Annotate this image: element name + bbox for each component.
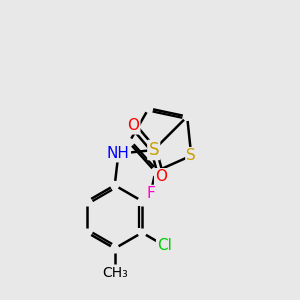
Text: S: S bbox=[148, 141, 159, 159]
Text: Cl: Cl bbox=[157, 238, 172, 253]
Text: O: O bbox=[155, 169, 167, 184]
Text: NH: NH bbox=[107, 146, 130, 161]
Text: O: O bbox=[127, 118, 139, 134]
Text: F: F bbox=[146, 186, 155, 201]
Text: CH₃: CH₃ bbox=[102, 266, 128, 280]
Text: S: S bbox=[186, 148, 196, 163]
